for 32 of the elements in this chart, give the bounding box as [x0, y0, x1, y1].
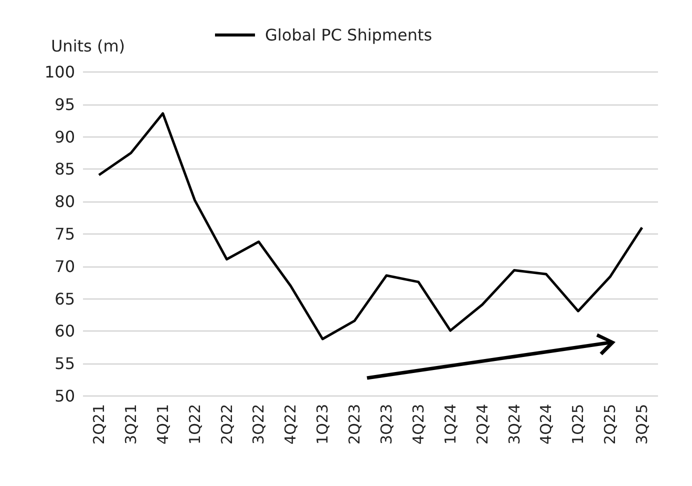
x-tick-label: 2Q21	[90, 404, 108, 444]
x-tick-label: 3Q23	[377, 404, 396, 444]
x-tick-label: 3Q22	[250, 404, 268, 444]
x-tick-label: 4Q22	[282, 404, 300, 444]
y-tick-label: 55	[54, 354, 75, 374]
y-tick-label: 95	[54, 94, 75, 114]
y-tick-label: 70	[54, 256, 75, 276]
x-tick-label: 1Q25	[569, 404, 588, 444]
x-tick-label: 3Q21	[122, 404, 140, 444]
y-axis-title: Units (m)	[50, 36, 126, 56]
y-tick-label: 65	[54, 289, 75, 308]
x-tick-label: 1Q24	[441, 404, 460, 444]
line-series	[98, 112, 644, 340]
y-tick-label: 90	[54, 127, 75, 146]
x-tick-label: 4Q21	[154, 404, 172, 444]
y-tick-label: 75	[54, 224, 75, 244]
y-tick-label: 85	[54, 160, 75, 179]
y-tick-label: 50	[54, 386, 75, 406]
x-tick-label: 3Q25	[633, 404, 652, 444]
x-tick-label: 2Q24	[473, 404, 492, 444]
x-tick-label: 2Q23	[346, 404, 364, 444]
y-tick-label: 60	[54, 322, 75, 341]
x-tick-label: 2Q22	[218, 404, 236, 444]
legend-label: Global PC Shipments	[265, 26, 432, 44]
x-tick-label: 4Q23	[409, 404, 428, 444]
x-tick-label: 1Q23	[314, 404, 332, 444]
x-tick-label: 3Q24	[505, 404, 524, 444]
y-tick-label: 100	[44, 62, 75, 82]
x-tick-label: 1Q22	[186, 404, 204, 444]
x-tick-label: 4Q24	[537, 404, 556, 444]
x-tick-label: 2Q25	[601, 404, 620, 444]
y-tick-label: 80	[54, 192, 75, 212]
